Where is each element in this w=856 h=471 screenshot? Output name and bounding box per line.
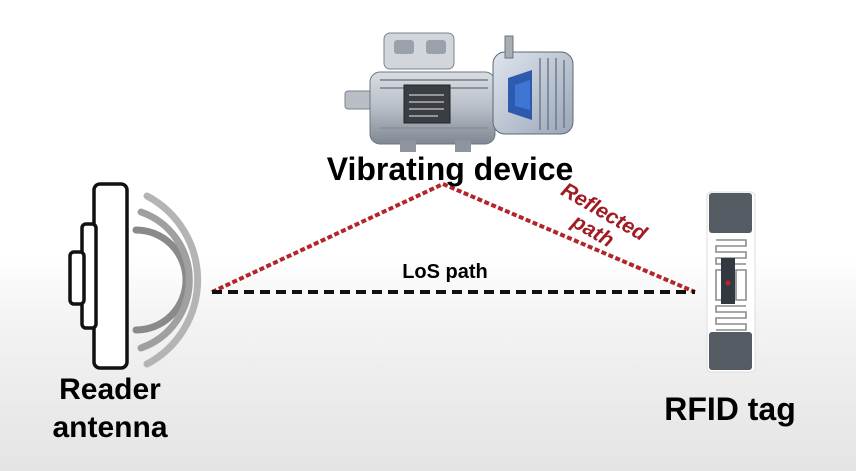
reflected-path (211, 181, 696, 294)
reader-label-line2: antenna (52, 410, 168, 444)
motor-image (344, 32, 574, 152)
los-path-label: LoS path (402, 261, 488, 283)
vibrating-device-label: Vibrating device (326, 151, 574, 187)
rfid-tag-icon (706, 191, 756, 373)
signal-waves-icon (132, 192, 202, 368)
reader-label-line1: Reader (59, 373, 161, 406)
rfid-tag-label: RFID tag (664, 391, 796, 427)
reader-antenna-icon (68, 182, 129, 370)
reader-antenna-label: Reader antenna (20, 371, 200, 446)
